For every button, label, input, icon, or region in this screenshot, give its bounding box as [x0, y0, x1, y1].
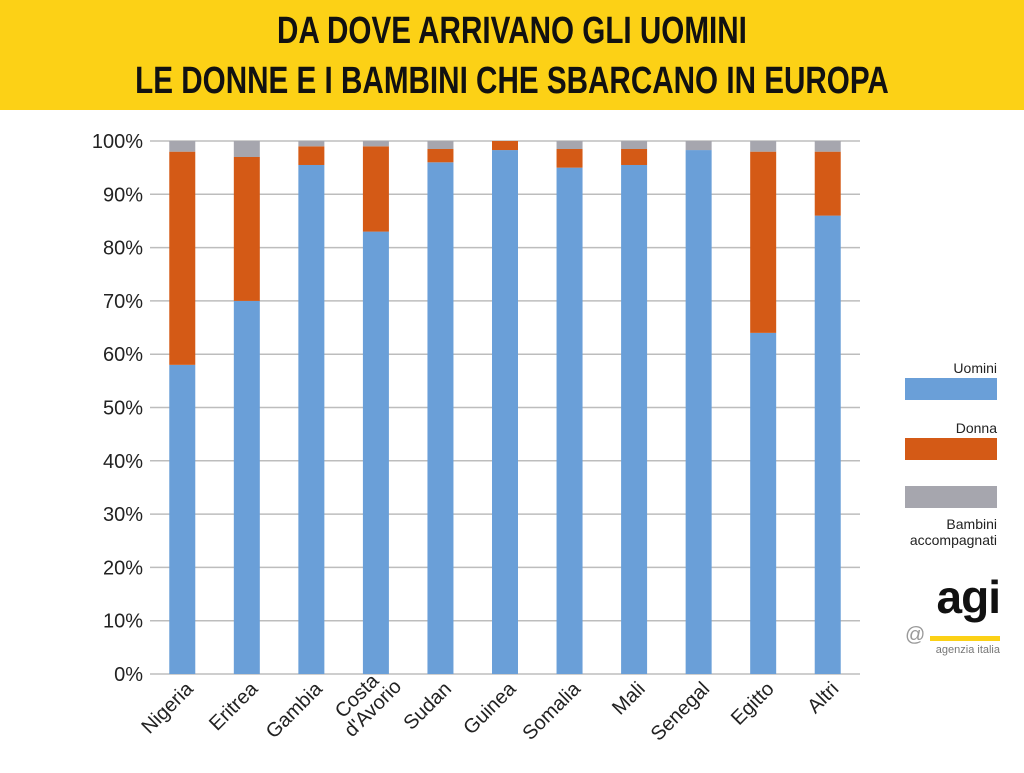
y-tick-label: 40% — [103, 451, 143, 473]
bar-segment-uomini — [492, 150, 518, 674]
bar-segment-uomini — [233, 300, 260, 674]
bar-segment-uomini — [362, 231, 389, 675]
bar-segment-donna — [621, 148, 648, 165]
legend-label-donna: Donna — [955, 420, 997, 436]
bar-segment-bambini-accompagnati — [814, 141, 841, 152]
legend: Uomini Donna Bambini accompagnati — [905, 360, 997, 548]
bar-segment-bambini-accompagnati — [233, 141, 260, 157]
y-tick-label: 100% — [92, 131, 143, 153]
bar-segment-bambini-accompagnati — [298, 141, 325, 147]
legend-label-bambini-2: accompagnati — [909, 532, 997, 548]
x-tick-label: Somalia — [518, 677, 585, 744]
bar-segment-uomini — [621, 164, 648, 675]
title-banner: DA DOVE ARRIVANO GLI UOMINI LE DONNE E I… — [0, 0, 1024, 110]
y-tick-label: 50% — [103, 398, 143, 420]
bar-segment-donna — [427, 148, 454, 163]
title-line-2: LE DONNE E I BAMBINI CHE SBARCANO IN EUR… — [135, 60, 889, 102]
y-tick-label: 80% — [103, 238, 143, 260]
legend-label-uomini: Uomini — [953, 360, 997, 376]
x-tick-label: Nigeria — [137, 677, 198, 738]
bar-segment-donna — [169, 151, 196, 365]
bar-segment-uomini — [169, 364, 196, 674]
legend-swatch-uomini — [905, 378, 997, 400]
title-line-1: DA DOVE ARRIVANO GLI UOMINI — [277, 10, 747, 52]
bar-segment-bambini-accompagnati — [621, 141, 648, 149]
x-tick-label: Sudan — [400, 678, 456, 734]
logo-at: @ — [905, 624, 926, 646]
bar-segment-bambini-accompagnati — [362, 141, 389, 147]
bar-segment-bambini-accompagnati — [427, 141, 454, 149]
bar-segment-bambini-accompagnati — [169, 141, 196, 152]
x-tick-label: Egitto — [727, 678, 779, 730]
y-tick-label: 70% — [103, 291, 143, 313]
bar-segment-uomini — [814, 215, 841, 674]
legend-swatch-donna — [905, 438, 997, 460]
y-tick-label: 90% — [103, 184, 143, 206]
bar-segment-donna — [492, 141, 518, 151]
bar-segment-uomini — [298, 164, 325, 675]
y-tick-label: 20% — [103, 557, 143, 579]
bar-segment-uomini — [556, 167, 583, 674]
legend-label-bambini-1: Bambini — [946, 516, 997, 532]
y-tick-label: 0% — [114, 664, 143, 686]
bar-segment-donna — [750, 151, 777, 333]
x-tick-label: Guinea — [459, 677, 521, 739]
agi-logo: agi @ agenzia italia — [905, 571, 1001, 660]
bar-segment-bambini-accompagnati — [750, 141, 777, 152]
bar-segment-bambini-accompagnati — [685, 141, 712, 151]
logo-tagline: agenzia italia — [935, 644, 1000, 656]
bar-segment-donna — [814, 151, 841, 216]
bar-segment-donna — [362, 146, 389, 232]
bar-segment-bambini-accompagnati — [556, 141, 583, 149]
legend-swatch-bambini — [905, 486, 997, 508]
y-tick-label: 10% — [103, 611, 143, 633]
x-tick-label: Gambia — [262, 677, 328, 743]
bar-segment-donna — [556, 148, 583, 168]
bar-segment-donna — [233, 156, 260, 301]
x-tick-label: Mali — [608, 678, 649, 719]
bar-segment-donna — [298, 146, 325, 165]
bar-segment-uomini — [427, 162, 454, 674]
bar-segment-uomini — [750, 332, 777, 674]
x-tick-label: Senegal — [647, 678, 714, 745]
logo-brand: agi — [936, 571, 1001, 623]
bar-segment-uomini — [685, 150, 712, 674]
logo-yellow-bar — [930, 636, 1000, 641]
y-tick-label: 30% — [103, 504, 143, 526]
y-tick-label: 60% — [103, 344, 143, 366]
x-tick-label: Eritrea — [205, 677, 263, 735]
x-tick-label: Altri — [803, 678, 843, 718]
